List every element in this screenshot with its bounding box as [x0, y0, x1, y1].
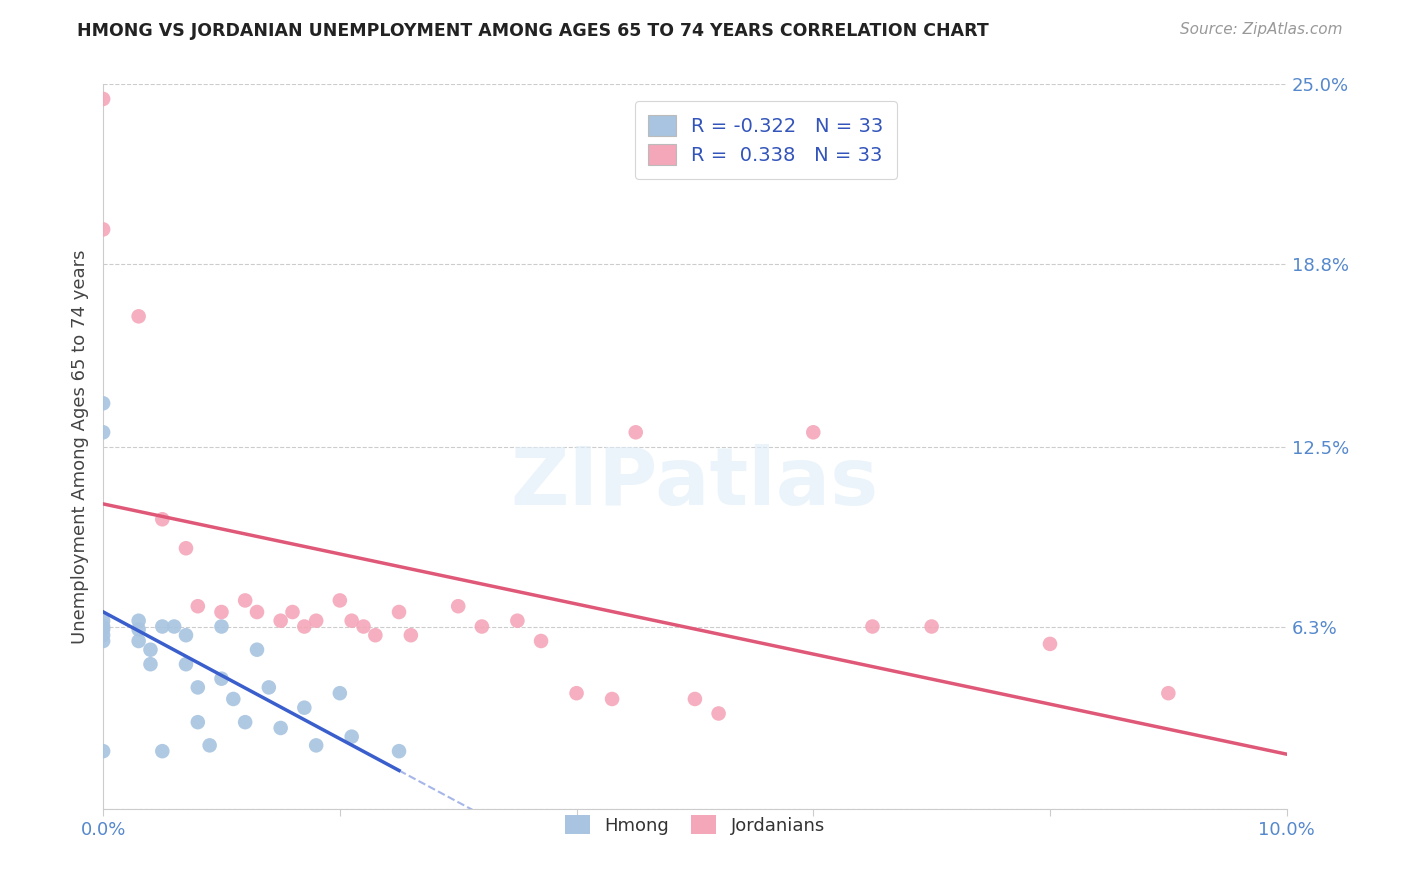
Point	[447, 599, 470, 614]
Point	[187, 599, 209, 614]
Point	[388, 744, 411, 758]
Point	[292, 619, 315, 633]
Text: Source: ZipAtlas.com: Source: ZipAtlas.com	[1180, 22, 1343, 37]
Point	[91, 623, 114, 637]
Point	[862, 619, 884, 633]
Point	[187, 681, 209, 695]
Point	[150, 744, 173, 758]
Point	[91, 222, 114, 236]
Point	[128, 634, 150, 648]
Y-axis label: Unemployment Among Ages 65 to 74 years: Unemployment Among Ages 65 to 74 years	[72, 250, 89, 644]
Point	[233, 593, 256, 607]
Point	[292, 700, 315, 714]
Point	[388, 605, 411, 619]
Legend: Hmong, Jordanians: Hmong, Jordanians	[555, 806, 834, 844]
Point	[624, 425, 647, 440]
Point	[128, 614, 150, 628]
Point	[174, 628, 197, 642]
Point	[91, 634, 114, 648]
Point	[174, 541, 197, 556]
Point	[329, 686, 352, 700]
Point	[353, 619, 375, 633]
Point	[600, 692, 623, 706]
Point	[281, 605, 304, 619]
Point	[128, 623, 150, 637]
Point	[471, 619, 494, 633]
Point	[1039, 637, 1062, 651]
Point	[150, 619, 173, 633]
Text: ZIPatlas: ZIPatlas	[510, 444, 879, 522]
Point	[91, 425, 114, 440]
Point	[270, 721, 292, 735]
Point	[707, 706, 730, 721]
Point	[801, 425, 824, 440]
Point	[139, 657, 162, 672]
Point	[565, 686, 588, 700]
Point	[399, 628, 422, 642]
Point	[506, 614, 529, 628]
Point	[364, 628, 387, 642]
Point	[233, 715, 256, 730]
Point	[305, 614, 328, 628]
Point	[921, 619, 943, 633]
Point	[91, 614, 114, 628]
Point	[91, 396, 114, 410]
Text: HMONG VS JORDANIAN UNEMPLOYMENT AMONG AGES 65 TO 74 YEARS CORRELATION CHART: HMONG VS JORDANIAN UNEMPLOYMENT AMONG AG…	[77, 22, 988, 40]
Point	[163, 619, 186, 633]
Point	[246, 605, 269, 619]
Point	[198, 739, 221, 753]
Point	[91, 619, 114, 633]
Point	[683, 692, 706, 706]
Point	[222, 692, 245, 706]
Point	[211, 672, 233, 686]
Point	[270, 614, 292, 628]
Point	[91, 92, 114, 106]
Point	[340, 730, 363, 744]
Point	[174, 657, 197, 672]
Point	[246, 642, 269, 657]
Point	[211, 619, 233, 633]
Point	[1157, 686, 1180, 700]
Point	[139, 642, 162, 657]
Point	[150, 512, 173, 526]
Point	[91, 744, 114, 758]
Point	[187, 715, 209, 730]
Point	[530, 634, 553, 648]
Point	[211, 605, 233, 619]
Point	[128, 310, 150, 324]
Point	[257, 681, 280, 695]
Point	[305, 739, 328, 753]
Point	[91, 628, 114, 642]
Point	[340, 614, 363, 628]
Point	[329, 593, 352, 607]
